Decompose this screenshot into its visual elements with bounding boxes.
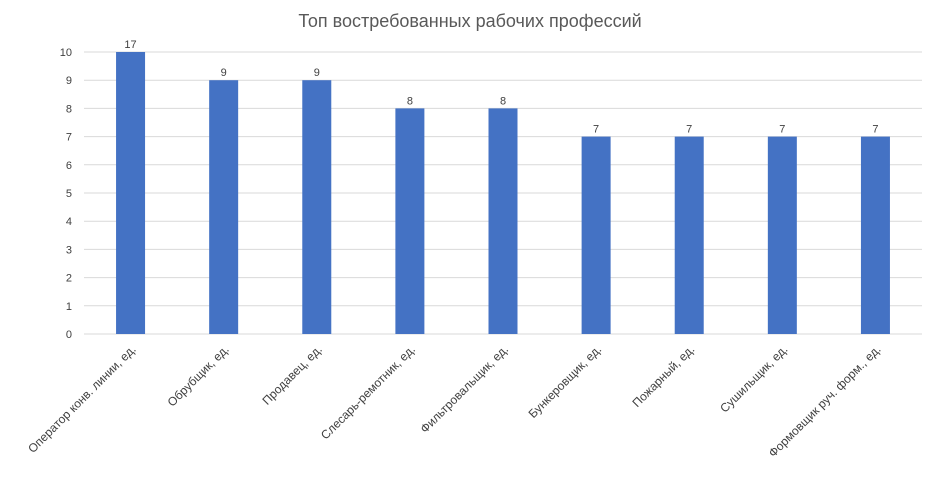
bar	[395, 108, 425, 335]
bars	[116, 52, 890, 335]
data-label: 9	[314, 67, 320, 79]
y-tick-label: 10	[60, 47, 72, 59]
data-label: 7	[872, 124, 878, 136]
bar	[209, 80, 239, 334]
y-tick-label: 9	[66, 75, 72, 87]
data-label: 8	[407, 95, 413, 107]
x-category-label: Бункеровщик, ед.	[526, 342, 605, 421]
x-axis-categories: Оператор конв. линии, ед. Обрубщик, ед. Пр…	[25, 342, 883, 460]
bar	[302, 80, 332, 334]
bar	[581, 136, 611, 334]
y-tick-label: 5	[66, 188, 72, 200]
y-axis-ticks: 0 1 2 3 4 5 6 7 8 9 10	[60, 47, 72, 341]
y-tick-label: 4	[66, 216, 72, 228]
y-tick-label: 3	[66, 244, 72, 256]
x-category-label: Оператор конв. линии, ед.	[25, 342, 139, 456]
data-label: 7	[593, 124, 599, 136]
data-label: 7	[779, 124, 785, 136]
x-category-label: Обрубщик, ед.	[165, 342, 232, 409]
y-tick-label: 0	[66, 329, 72, 341]
bar	[767, 136, 797, 334]
bar	[674, 136, 704, 334]
y-tick-label: 1	[66, 301, 72, 313]
bar	[860, 136, 890, 334]
x-category-label: Продавец, ед.	[259, 342, 324, 407]
data-label: 17	[124, 39, 136, 51]
y-tick-label: 8	[66, 103, 72, 115]
y-tick-label: 7	[66, 132, 72, 144]
data-labels: 17 9 9 8 8 7 7 7 7	[124, 39, 878, 136]
data-label: 7	[686, 124, 692, 136]
chart-title: Топ востребованных рабочих профессий	[298, 11, 641, 31]
x-category-label: Сушильщик, ед.	[717, 342, 790, 415]
y-tick-label: 6	[66, 160, 72, 172]
bar	[488, 108, 518, 335]
x-category-label: Пожарный, ед.	[630, 342, 698, 410]
data-label: 8	[500, 95, 506, 107]
x-category-label: Слесарь-ремотник, ед.	[318, 342, 418, 442]
x-category-label: Фильтровальщик, ед.	[417, 342, 511, 436]
bar	[116, 52, 146, 334]
y-tick-label: 2	[66, 273, 72, 285]
x-category-label: Формовщик руч. форм., ед.	[766, 342, 884, 460]
data-label: 9	[221, 67, 227, 79]
